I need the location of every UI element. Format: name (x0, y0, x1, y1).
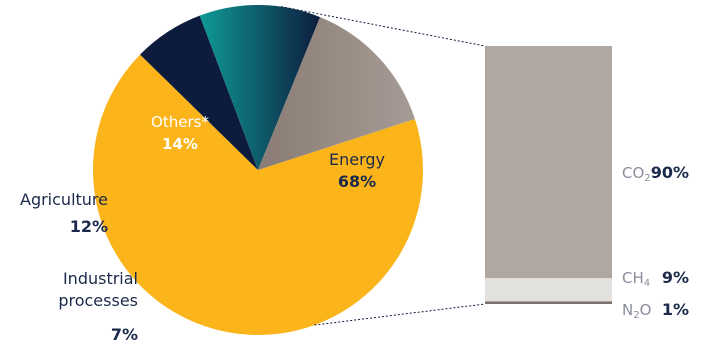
value-agriculture: 12% (70, 217, 108, 236)
gas-bar (485, 46, 612, 304)
value-industrial: 7% (111, 325, 138, 344)
value-others: 14% (162, 135, 198, 153)
ch4-main: CH (622, 269, 644, 287)
ch4-sub: 4 (644, 278, 650, 289)
value-ch4: 9% (662, 268, 689, 287)
bar-segment-ch4 (485, 278, 612, 301)
label-industrial-line2: processes (58, 291, 138, 310)
value-n2o: 1% (662, 300, 689, 319)
co2-main: CO (622, 164, 644, 182)
n2o-tail: O (640, 301, 652, 319)
label-industrial-line1: Industrial (63, 269, 138, 288)
label-others: Others* (151, 113, 209, 131)
label-n2o: N2O (622, 301, 651, 321)
value-co2: 90% (651, 163, 689, 182)
bar-segment-n2o (485, 301, 612, 304)
value-energy: 68% (338, 172, 376, 191)
label-agriculture: Agriculture (20, 190, 108, 209)
label-ch4: CH4 (622, 269, 650, 289)
label-energy: Energy (329, 150, 385, 169)
bar-segment-co2 (485, 46, 612, 278)
pie (93, 5, 423, 335)
label-co2: CO2 (622, 164, 651, 184)
co2-sub: 2 (644, 173, 650, 184)
n2o-main: N (622, 301, 633, 319)
